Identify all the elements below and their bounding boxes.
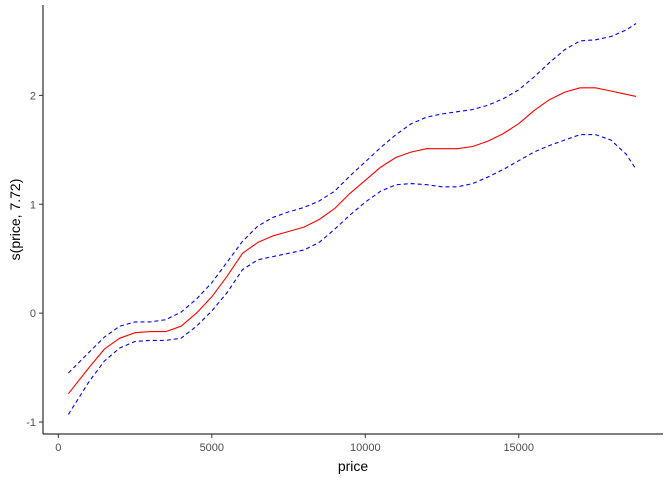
axes	[42, 5, 663, 435]
x-tick-label: 15000	[503, 442, 534, 454]
x-axis-title: price	[338, 458, 369, 474]
x-tick-label: 0	[55, 442, 61, 454]
series-line-fit	[67, 87, 637, 395]
plot-lines	[67, 23, 637, 415]
series-line-upper	[68, 23, 637, 374]
y-ticks: -1 0 1 2	[26, 90, 43, 429]
y-tick-label: -1	[26, 417, 36, 429]
y-tick-label: 0	[30, 308, 36, 320]
y-tick-label: 1	[30, 199, 36, 211]
x-ticks: 0 5000 10000 15000	[55, 434, 534, 454]
series-line-lower	[67, 134, 637, 415]
y-tick-label: 2	[30, 90, 36, 102]
x-tick-label: 10000	[350, 442, 381, 454]
y-axis-title: s(price, 7.72)	[7, 179, 23, 261]
x-tick-label: 5000	[200, 442, 224, 454]
